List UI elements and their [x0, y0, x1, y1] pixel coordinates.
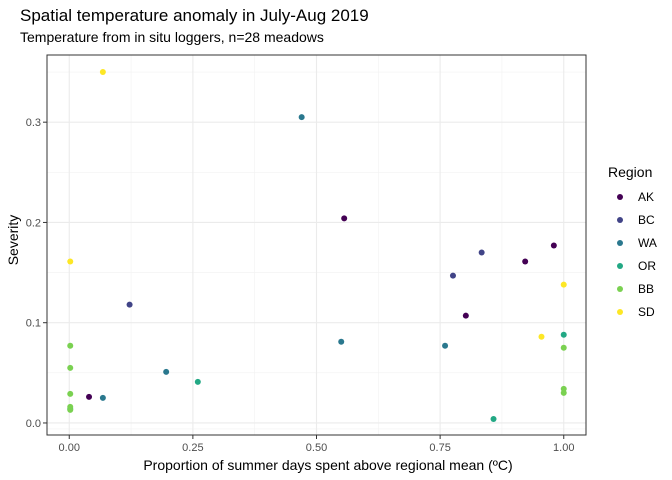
legend-key-or — [617, 263, 623, 269]
chart-title: Spatial temperature anomaly in July-Aug … — [20, 6, 369, 25]
y-tick-label: 0.0 — [26, 418, 41, 430]
data-point-or — [490, 415, 497, 422]
data-point-sd — [99, 69, 106, 76]
x-tick-label: 0.75 — [429, 442, 450, 454]
data-point-bb — [67, 342, 74, 349]
legend-title: Region — [608, 164, 652, 180]
data-point-ak — [86, 393, 93, 400]
data-point-bb — [67, 364, 74, 371]
data-point-wa — [298, 114, 305, 121]
legend-label-ak: AK — [638, 190, 654, 204]
legend-key-sd — [617, 309, 623, 315]
data-point-sd — [67, 258, 74, 265]
data-point-wa — [442, 342, 449, 349]
data-point-wa — [163, 368, 170, 375]
data-point-ak — [341, 215, 348, 222]
data-point-sd — [560, 281, 567, 288]
data-point-ak — [522, 258, 529, 265]
legend-key-bc — [617, 217, 623, 223]
data-point-or — [194, 378, 201, 385]
data-point-bb — [67, 390, 74, 397]
data-point-wa — [338, 338, 345, 345]
data-point-bc — [126, 301, 133, 308]
x-axis-title: Proportion of summer days spent above re… — [143, 457, 512, 473]
y-axis-title: Severity — [5, 215, 21, 266]
legend-key-wa — [617, 240, 623, 246]
legend-items: AK BC WA OR BB SD — [617, 190, 657, 319]
chart-subtitle: Temperature from in situ loggers, n=28 m… — [20, 29, 324, 45]
grid-major — [47, 55, 586, 435]
x-tick-label: 0.50 — [306, 442, 327, 454]
data-point-ak — [462, 312, 469, 319]
x-tick-label: 0.25 — [182, 442, 203, 454]
legend-label-bb: BB — [638, 282, 654, 296]
x-tick-label: 1.00 — [553, 442, 574, 454]
data-point-ak — [550, 242, 557, 249]
data-point-or — [560, 331, 567, 338]
data-point-bb — [560, 389, 567, 396]
x-axis-ticks: 0.00 0.25 0.50 0.75 1.00 — [59, 435, 574, 454]
legend-label-wa: WA — [638, 236, 657, 250]
legend-key-bb — [617, 286, 623, 292]
data-point-bc — [449, 272, 456, 279]
data-point-wa — [99, 394, 106, 401]
data-point-bb — [560, 344, 567, 351]
data-point-bb — [67, 406, 74, 413]
y-tick-label: 0.3 — [26, 117, 41, 129]
legend-label-sd: SD — [638, 305, 655, 319]
data-points — [67, 69, 567, 422]
legend-label-or: OR — [638, 259, 656, 273]
data-point-sd — [538, 333, 545, 340]
legend-key-ak — [617, 194, 623, 200]
y-tick-label: 0.2 — [26, 217, 41, 229]
x-tick-label: 0.00 — [59, 442, 80, 454]
data-point-bc — [478, 249, 485, 256]
y-tick-label: 0.1 — [26, 318, 41, 330]
y-axis-ticks: 0.0 0.1 0.2 0.3 — [26, 117, 47, 430]
legend-label-bc: BC — [638, 213, 655, 227]
legend: Region AK BC WA OR BB SD — [608, 164, 657, 319]
